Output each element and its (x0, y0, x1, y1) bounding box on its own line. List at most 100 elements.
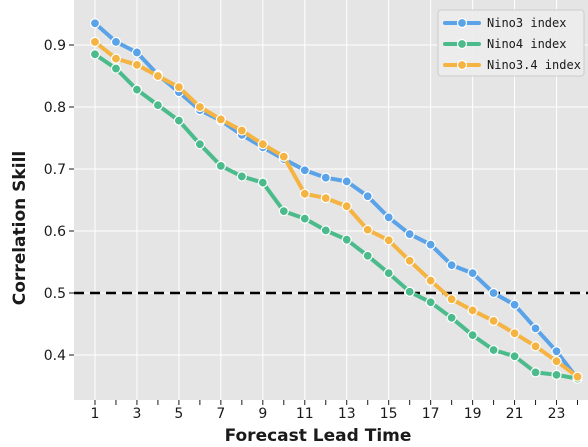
data-point (278, 206, 289, 217)
x-tick-label: 7 (216, 406, 225, 422)
x-tick-label: 15 (380, 406, 398, 422)
data-point (299, 213, 310, 224)
legend-item: Nino3.4 index (443, 58, 581, 72)
data-point (446, 312, 457, 323)
x-tick-label: 3 (132, 406, 141, 422)
data-point (530, 367, 541, 378)
x-tick-label: 19 (464, 406, 482, 422)
data-point (194, 101, 205, 113)
data-point (488, 315, 499, 326)
data-point (383, 212, 394, 223)
data-point (320, 172, 331, 183)
data-point (509, 351, 520, 362)
data-point (362, 191, 373, 202)
x-tick-label: 17 (422, 406, 440, 422)
data-point (89, 49, 101, 60)
y-tick-label: 0.7 (44, 162, 66, 178)
data-point (383, 268, 394, 279)
x-axis-title: Forecast Lead Time (225, 426, 412, 446)
y-tick-label: 0.9 (44, 38, 66, 54)
x-tick-label: 9 (258, 406, 267, 422)
y-tick-label: 0.5 (44, 286, 66, 302)
data-point (488, 344, 499, 356)
data-point (152, 100, 164, 111)
data-point (467, 268, 478, 279)
data-point (530, 323, 541, 334)
data-point (236, 171, 247, 182)
data-point (110, 63, 122, 74)
data-point (425, 275, 436, 286)
y-tick-label: 0.4 (44, 348, 66, 364)
data-point (341, 176, 352, 187)
y-axis-title: Correlation Skill (10, 151, 30, 305)
data-point (362, 250, 373, 261)
legend-label: Nino4 index (487, 37, 566, 51)
data-point (131, 47, 143, 58)
series-layer (89, 18, 583, 384)
legend-label: Nino3.4 index (487, 58, 581, 72)
data-point (509, 328, 520, 339)
data-point (383, 235, 394, 246)
data-point (89, 18, 101, 29)
data-point (215, 160, 226, 171)
data-point (110, 53, 122, 64)
data-point (404, 229, 415, 240)
data-point (509, 299, 520, 310)
data-point (110, 36, 122, 48)
data-point (89, 36, 101, 48)
legend-item: Nino4 index (443, 37, 566, 51)
data-point (572, 371, 583, 382)
data-point (131, 84, 143, 95)
data-point (425, 297, 436, 308)
x-tick-label: 21 (506, 406, 524, 422)
x-tick-label: 13 (338, 406, 356, 422)
data-point (194, 139, 205, 150)
series-2 (89, 49, 583, 384)
data-point (257, 139, 268, 150)
data-point (278, 151, 289, 162)
data-point (299, 165, 310, 176)
data-point (488, 287, 499, 299)
series-3 (89, 36, 583, 382)
data-point (467, 330, 478, 341)
data-point (425, 239, 436, 250)
x-tick-label: 23 (548, 406, 566, 422)
legend-swatch-marker (456, 59, 468, 71)
x-tick-label: 1 (91, 406, 100, 422)
legend-box (437, 9, 585, 77)
data-point (551, 356, 562, 367)
legend-item: Nino3 index (443, 16, 566, 30)
data-point (341, 234, 352, 245)
x-tick-label: 5 (174, 406, 183, 422)
legend-swatch-marker (456, 38, 468, 50)
data-point (131, 59, 143, 70)
legend: Nino3 index Nino4 index Nino3.4 index (437, 9, 585, 77)
data-point (467, 305, 478, 316)
data-point (215, 114, 226, 125)
data-point (173, 82, 184, 93)
data-point (530, 341, 541, 352)
data-point (446, 260, 457, 271)
data-point (236, 125, 247, 136)
data-point (320, 193, 331, 204)
legend-label: Nino3 index (487, 16, 566, 30)
data-point (404, 286, 415, 297)
data-point (257, 177, 268, 188)
data-point (320, 225, 331, 236)
data-point (341, 201, 352, 212)
y-tick-label: 0.6 (44, 224, 66, 240)
data-point (152, 70, 164, 82)
y-axis-ticks: 0.4 0.5 0.6 0.7 0.8 0.9 (44, 38, 74, 364)
data-point (551, 369, 562, 380)
y-tick-label: 0.8 (44, 100, 66, 116)
data-point (299, 188, 310, 199)
data-point (551, 346, 562, 357)
legend-swatch-marker (456, 17, 468, 29)
x-axis-ticks: 1 3 5 7 9 11 13 15 17 19 21 23 (91, 400, 579, 422)
x-tick-label: 11 (296, 406, 314, 422)
data-point (173, 115, 184, 126)
data-point (446, 294, 457, 305)
data-point (362, 224, 373, 235)
data-point (404, 255, 415, 266)
